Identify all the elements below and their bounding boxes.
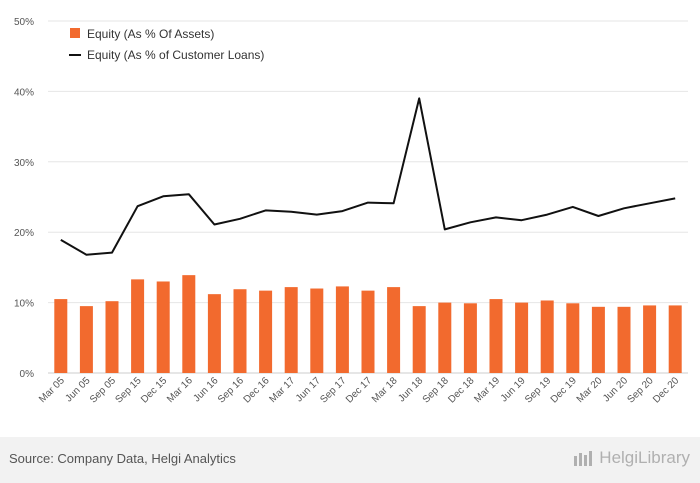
bar xyxy=(131,279,145,373)
x-tick-label: Sep 17 xyxy=(318,375,348,405)
legend: Equity (As % Of Assets) Equity (As % of … xyxy=(69,27,264,62)
bar xyxy=(591,306,605,373)
bar xyxy=(668,305,682,373)
x-tick-label: Mar 19 xyxy=(472,375,502,405)
x-tick-label: Dec 16 xyxy=(242,375,272,405)
footer: Source: Company Data, Helgi Analytics He… xyxy=(0,437,700,483)
x-tick-label: Sep 18 xyxy=(421,375,451,405)
bar xyxy=(463,303,477,373)
y-tick-label: 30% xyxy=(14,158,34,169)
x-tick-label: Mar 05 xyxy=(37,375,67,405)
x-tick-label: Mar 20 xyxy=(575,375,605,405)
bar xyxy=(284,287,298,373)
bar xyxy=(259,290,273,373)
bar xyxy=(54,299,68,373)
y-axis-ticks: 0% 10% 20% 30% 40% 50% xyxy=(14,17,34,380)
bar xyxy=(335,286,349,373)
legend-line-label: Equity (As % of Customer Loans) xyxy=(87,48,264,62)
x-tick-label: Dec 18 xyxy=(446,375,476,405)
x-tick-label: Jun 17 xyxy=(294,375,323,404)
bar xyxy=(412,306,426,373)
bar xyxy=(387,287,401,373)
bar xyxy=(643,305,657,373)
bar xyxy=(207,294,221,373)
x-tick-label: Mar 17 xyxy=(268,375,298,405)
x-tick-label: Sep 19 xyxy=(523,375,553,405)
y-tick-label: 20% xyxy=(14,228,34,239)
bar xyxy=(515,302,529,373)
series-line xyxy=(60,97,676,256)
bar xyxy=(566,303,580,373)
x-tick-label: Jun 20 xyxy=(601,375,630,404)
bar xyxy=(105,301,119,373)
bar xyxy=(156,281,170,373)
x-tick-label: Sep 20 xyxy=(626,375,656,405)
brand-name: HelgiLibrary xyxy=(599,448,690,467)
x-tick-label: Sep 15 xyxy=(114,375,144,405)
y-tick-label: 10% xyxy=(14,299,34,310)
x-tick-label: Dec 15 xyxy=(139,375,169,405)
gridlines xyxy=(48,20,688,374)
x-tick-label: Jun 18 xyxy=(396,375,425,404)
x-tick-label: Sep 05 xyxy=(88,375,118,405)
x-tick-label: Jun 16 xyxy=(192,375,221,404)
x-tick-label: Sep 16 xyxy=(216,375,246,405)
line-series xyxy=(60,97,676,256)
y-tick-label: 0% xyxy=(20,369,35,380)
library-icon xyxy=(574,451,593,466)
x-tick-label: Mar 16 xyxy=(165,375,195,405)
bar xyxy=(310,288,324,373)
source-note: Source: Company Data, Helgi Analytics xyxy=(9,451,236,466)
bar xyxy=(361,290,375,373)
x-tick-label: Dec 17 xyxy=(344,375,374,405)
legend-bar-label: Equity (As % Of Assets) xyxy=(87,27,214,41)
x-tick-label: Dec 20 xyxy=(651,375,681,405)
y-tick-label: 40% xyxy=(14,87,34,98)
bar xyxy=(540,300,554,373)
x-tick-label: Dec 19 xyxy=(549,375,579,405)
brand-logo: HelgiLibrary xyxy=(573,448,690,468)
bar xyxy=(79,306,93,373)
bar xyxy=(489,299,503,373)
x-tick-label: Jun 19 xyxy=(499,375,528,404)
bar xyxy=(233,289,247,373)
bar xyxy=(438,302,452,373)
x-tick-label: Jun 05 xyxy=(64,375,93,404)
y-tick-label: 50% xyxy=(14,17,34,28)
bar xyxy=(182,275,196,373)
bar xyxy=(617,306,631,373)
legend-bar-swatch xyxy=(70,28,80,38)
x-tick-label: Mar 18 xyxy=(370,375,400,405)
bar-series xyxy=(54,275,682,373)
